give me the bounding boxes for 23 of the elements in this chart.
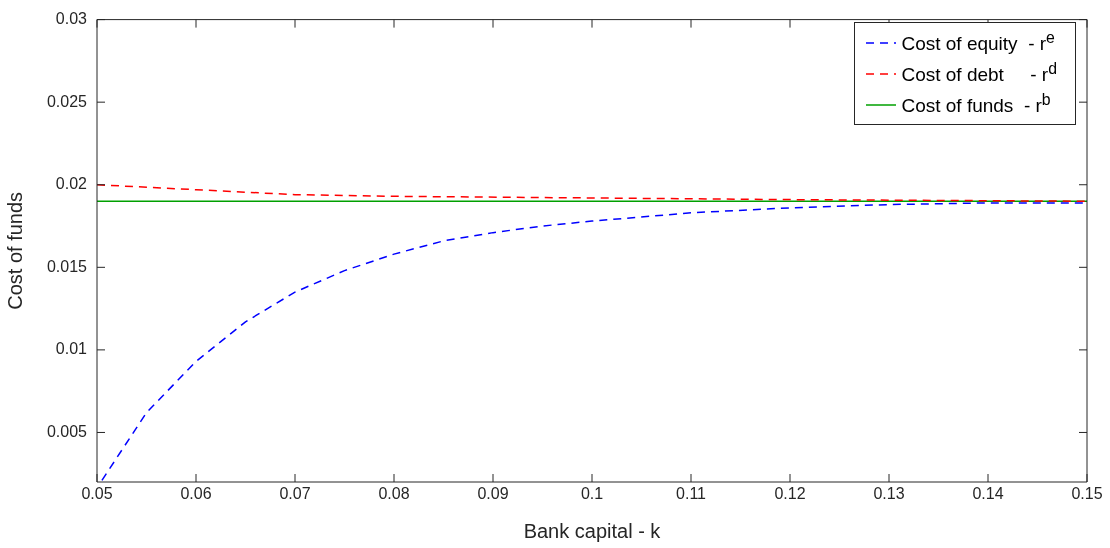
x-tick-label: 0.13 <box>873 485 905 503</box>
legend-label: Cost of debt - r$^{d}$ <box>901 60 1057 87</box>
x-tick-label: 0.15 <box>1071 485 1103 503</box>
line-series <box>97 183 1087 203</box>
x-tick-label: 0.08 <box>378 485 410 503</box>
x-tick-label: 0.1 <box>580 485 604 503</box>
x-tick-label: 0.09 <box>477 485 509 503</box>
x-tick-label: 0.11 <box>676 485 707 503</box>
x-tick-label: 0.14 <box>972 485 1004 503</box>
x-tick-label: 0.06 <box>180 485 212 503</box>
y-tick-label: 0.015 <box>46 257 88 275</box>
x-axis-title: Bank capital - k <box>523 519 662 542</box>
y-tick-label: 0.02 <box>55 175 88 193</box>
x-tick-label: 0.07 <box>279 485 311 503</box>
y-tick-label: 0.005 <box>46 422 88 440</box>
y-tick-label: 0.01 <box>55 340 88 358</box>
x-tick-label: 0.12 <box>774 485 806 503</box>
y-axis-title: Cost of funds <box>3 191 26 310</box>
y-tick-label: 0.03 <box>55 10 88 28</box>
legend-label: Cost of equity - r$^{e}$ <box>901 29 1055 56</box>
x-tick-label: 0.05 <box>81 485 113 503</box>
y-tick-label: 0.025 <box>46 92 88 110</box>
legend-label: Cost of funds - r$^{b}$ <box>901 91 1051 118</box>
